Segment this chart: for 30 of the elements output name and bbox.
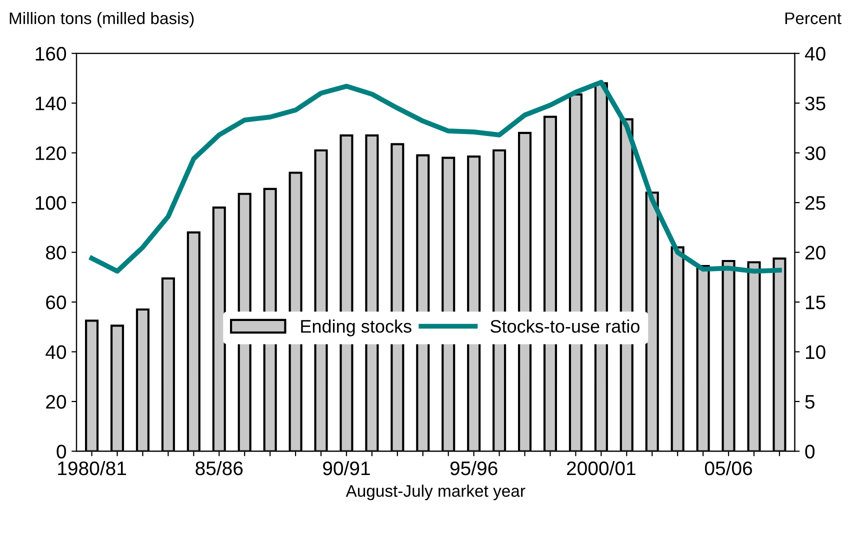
y2-tick-label: 10 bbox=[806, 345, 826, 360]
y-tick-label: 40 bbox=[46, 345, 66, 360]
y-tick-label: 140 bbox=[36, 96, 66, 110]
y-axis-title: Million tons (milled basis) bbox=[10, 12, 194, 28]
y2-tick-label: 40 bbox=[804, 46, 826, 61]
y-tick-label: 60 bbox=[46, 296, 66, 310]
y2-tick-label: 15 bbox=[806, 296, 826, 310]
x-tick-label: 2000/01 bbox=[567, 460, 636, 476]
y2-tick-label: 20 bbox=[805, 246, 826, 260]
y2-tick-label: 35 bbox=[805, 96, 826, 110]
y-tick-label: 120 bbox=[36, 146, 66, 160]
y2-tick-label: 5 bbox=[805, 395, 814, 409]
x-axis-title: August-July market year bbox=[346, 484, 526, 500]
legend-label: Stocks-to-use ratio bbox=[490, 319, 640, 333]
y-tick-label: 100 bbox=[36, 196, 66, 210]
y-tick-label: 80 bbox=[46, 246, 66, 260]
line-series bbox=[89, 80, 782, 274]
y2-axis-title: Percent bbox=[785, 12, 842, 24]
y2-tick-label: 0 bbox=[805, 444, 815, 458]
x-tick-label: 90/91 bbox=[323, 460, 370, 476]
y2-tick-label: 30 bbox=[805, 146, 826, 160]
x-tick-label: 05/06 bbox=[704, 460, 752, 476]
x-tick-label: 95/96 bbox=[450, 460, 498, 476]
y-tick-label: 0 bbox=[56, 444, 66, 458]
legend-label: Ending stocks bbox=[301, 319, 412, 336]
y-tick-label: 160 bbox=[36, 46, 66, 61]
x-tick-label: 1980/81 bbox=[58, 460, 126, 476]
y-tick-label: 20 bbox=[46, 394, 66, 409]
x-tick-label: 85/86 bbox=[196, 460, 243, 476]
y2-tick-label: 25 bbox=[805, 196, 826, 210]
